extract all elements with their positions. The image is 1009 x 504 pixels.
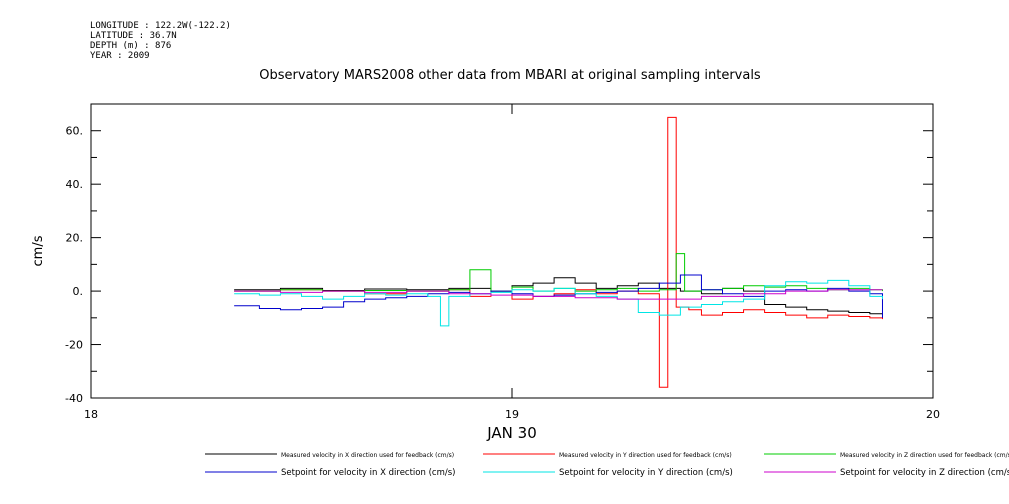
legend-label-6: Setpoint for velocity in Z direction (cm… (840, 468, 1009, 478)
legend-label-3: Measured velocity in Z direction used fo… (840, 452, 1009, 459)
year-label: YEAR : 2009 (90, 51, 150, 61)
plot-frame (90, 103, 934, 399)
x-tick-label: 19 (505, 408, 519, 421)
x-tick-label: 20 (926, 408, 940, 421)
metadata-block: LONGITUDE : 122.2W(-122.2) LATITUDE : 36… (90, 21, 231, 61)
y-tick-label: -40 (65, 392, 83, 405)
depth-label: DEPTH (m) : 876 (90, 41, 172, 51)
legend-label-4: Setpoint for velocity in X direction (cm… (281, 468, 455, 478)
x-axis-label: JAN 30 (486, 424, 537, 442)
x-tick-label: 18 (84, 408, 98, 421)
series-line-6 (234, 289, 883, 300)
legend-label-2: Measured velocity in Y direction used fo… (559, 452, 732, 459)
latitude-label: LATITUDE : 36.7N (90, 31, 177, 41)
y-tick-label: 20. (66, 232, 84, 245)
longitude-label: LONGITUDE : 122.2W(-122.2) (90, 21, 231, 31)
legend: Measured velocity in X direction used fo… (205, 452, 1009, 478)
series-line-4 (234, 274, 883, 318)
y-tick-label: 40. (66, 178, 84, 191)
series-line-2 (234, 116, 883, 388)
legend-label-5: Setpoint for velocity in Y direction (cm… (559, 468, 733, 478)
legend-label-1: Measured velocity in X direction used fo… (281, 452, 454, 459)
series-group (234, 116, 883, 388)
chart-title: Observatory MARS2008 other data from MBA… (259, 68, 761, 83)
series-line-5 (234, 279, 883, 327)
y-axis-label: cm/s (31, 235, 46, 266)
series-line-1 (234, 277, 883, 316)
y-tick-label: 0. (73, 285, 84, 298)
y-tick-label: 60. (66, 125, 84, 138)
x-axis: 18 19 20 (84, 104, 940, 421)
y-tick-label: -20 (65, 339, 83, 352)
y-axis: 60. 40. 20. 0. -20 -40 (65, 103, 933, 405)
